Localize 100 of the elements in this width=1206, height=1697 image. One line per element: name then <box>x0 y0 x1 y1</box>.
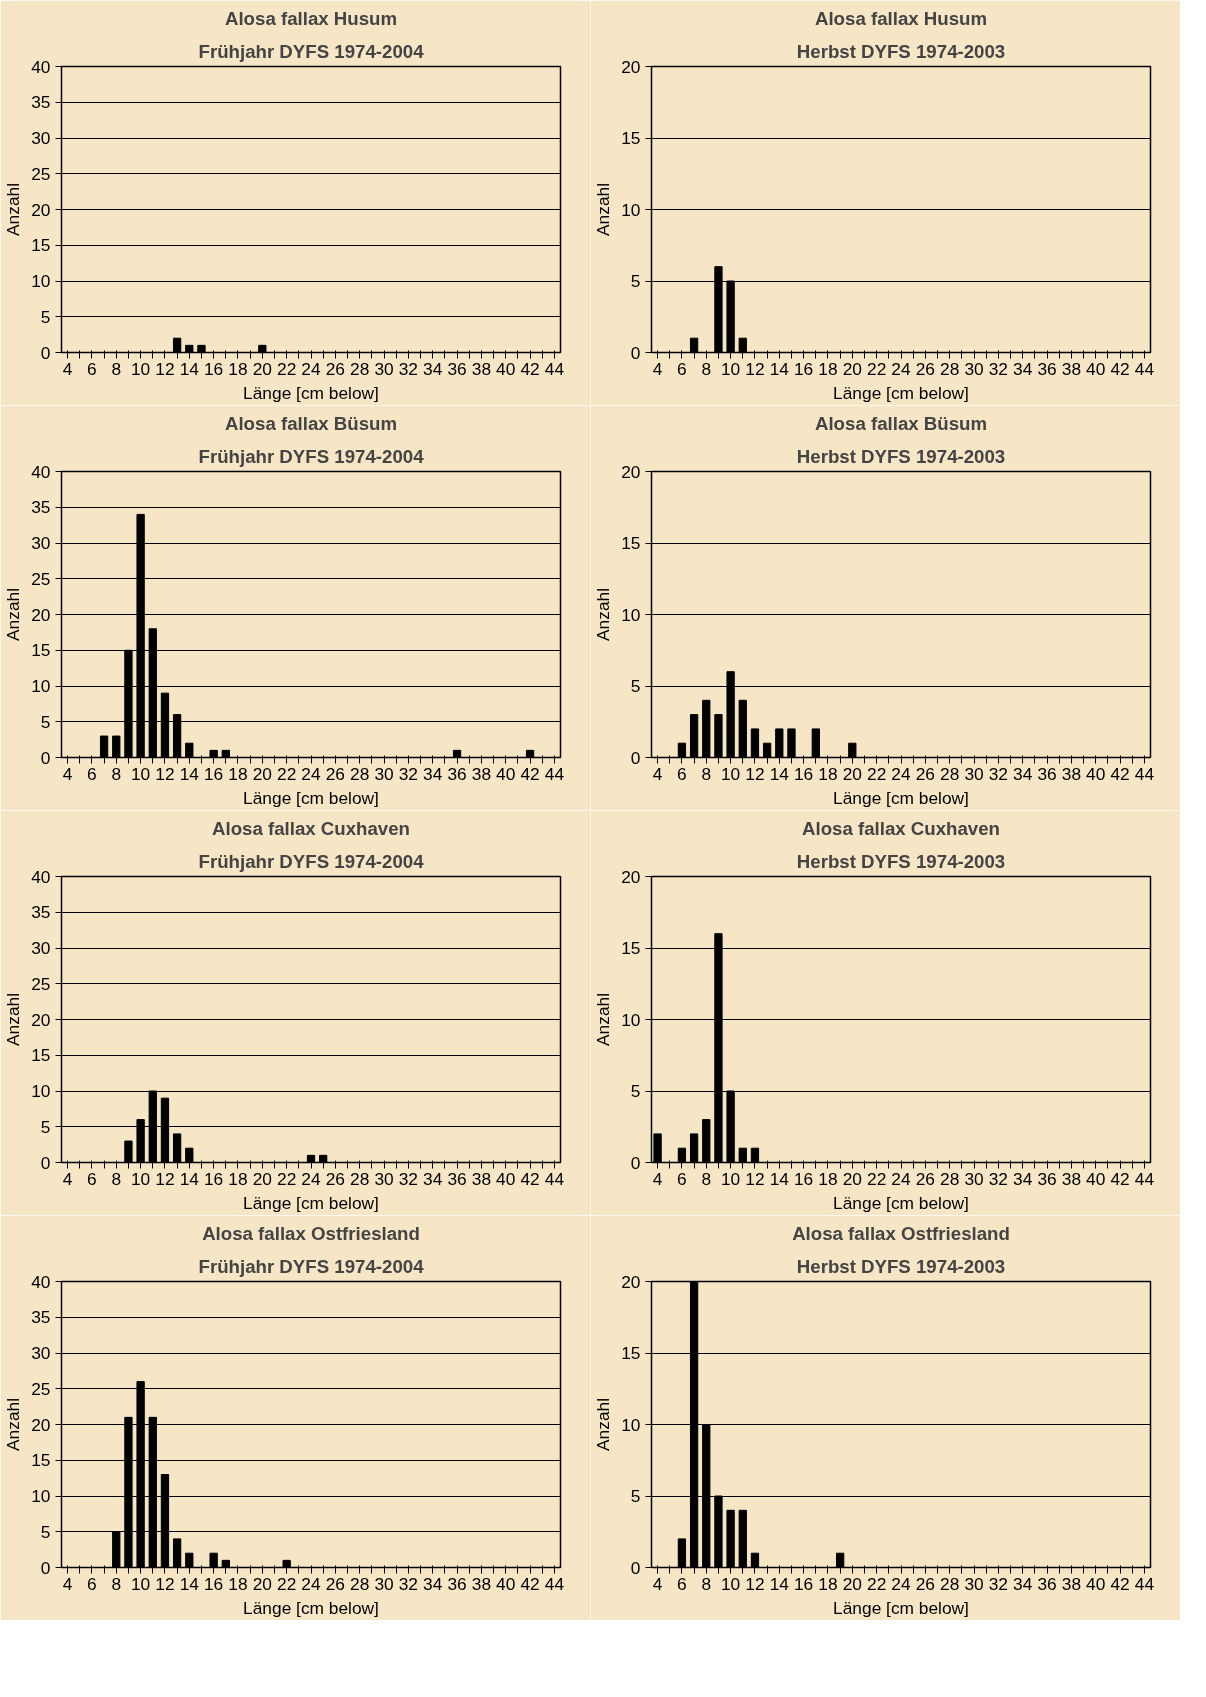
y-tick-label: 0 <box>630 342 641 363</box>
x-axis-title: Länge [cm below] <box>833 1192 969 1213</box>
x-axis-title: Länge [cm below] <box>833 1597 969 1618</box>
y-tick-label: 25 <box>31 1378 51 1399</box>
x-tick-label: 26 <box>325 358 345 379</box>
x-tick-label: 34 <box>1013 763 1033 784</box>
x-tick-label: 40 <box>496 1573 516 1594</box>
x-tick-label: 42 <box>520 1168 540 1189</box>
x-tick-label: 38 <box>1061 1168 1082 1189</box>
x-tick-label: 44 <box>544 1573 565 1594</box>
x-tick-label: 18 <box>818 763 838 784</box>
x-tick-label: 44 <box>1134 358 1155 379</box>
y-tick-label: 35 <box>31 497 51 518</box>
x-tick-label: 14 <box>769 358 790 379</box>
x-tick-label: 4 <box>652 763 663 784</box>
y-tick-label: 30 <box>31 533 51 553</box>
x-tick-label: 44 <box>1134 763 1155 784</box>
y-tick-label: 10 <box>621 1009 641 1030</box>
x-tick-label: 8 <box>701 358 712 379</box>
x-tick-label: 14 <box>179 763 200 784</box>
x-tick-label: 24 <box>301 358 321 379</box>
x-tick-label: 32 <box>988 358 1009 379</box>
x-tick-label: 16 <box>204 358 224 379</box>
x-tick-label: 10 <box>720 763 741 784</box>
x-tick-label: 38 <box>1061 1573 1082 1594</box>
x-tick-label: 36 <box>1037 763 1057 784</box>
x-tick-label: 14 <box>179 358 200 379</box>
x-tick-label: 36 <box>1037 358 1057 379</box>
y-tick-label: 15 <box>621 1343 641 1363</box>
x-tick-label: 8 <box>111 358 122 379</box>
x-tick-label: 30 <box>964 763 984 784</box>
x-tick-label: 28 <box>350 1573 370 1594</box>
x-tick-label: 26 <box>325 1573 345 1594</box>
x-tick-label: 8 <box>111 1168 122 1189</box>
x-tick-label: 30 <box>374 763 394 784</box>
chart-subtitle: Herbst DYFS 1974-2003 <box>796 445 1006 467</box>
x-tick-label: 18 <box>228 1168 248 1189</box>
x-tick-label: 34 <box>423 1573 443 1594</box>
x-tick-label: 8 <box>111 763 122 784</box>
x-tick-label: 30 <box>964 1573 984 1594</box>
x-tick-label: 38 <box>471 1168 492 1189</box>
y-tick-label: 30 <box>31 128 51 148</box>
chart-title: Alosa fallax Cuxhaven <box>211 817 411 839</box>
x-tick-label: 24 <box>301 763 321 784</box>
x-tick-label: 8 <box>701 763 712 784</box>
x-axis-title: Länge [cm below] <box>243 787 379 808</box>
y-tick-label: 15 <box>621 128 641 148</box>
x-tick-label: 26 <box>915 1573 935 1594</box>
x-tick-label: 18 <box>818 1573 838 1594</box>
y-tick-label: 20 <box>621 56 641 77</box>
x-tick-label: 26 <box>915 358 935 379</box>
x-tick-label: 18 <box>818 1168 838 1189</box>
x-tick-label: 12 <box>155 1573 175 1594</box>
y-tick-label: 5 <box>40 711 51 732</box>
x-tick-label: 28 <box>350 358 370 379</box>
y-tick-label: 20 <box>31 1009 51 1030</box>
x-tick-label: 32 <box>988 1573 1009 1594</box>
x-tick-label: 38 <box>1061 763 1082 784</box>
chart-subtitle: Herbst DYFS 1974-2003 <box>796 40 1006 62</box>
x-tick-label: 10 <box>720 1168 741 1189</box>
y-tick-label: 5 <box>630 676 641 696</box>
y-tick-label: 15 <box>31 235 51 256</box>
x-tick-label: 18 <box>228 1573 248 1594</box>
x-tick-label: 6 <box>87 1168 97 1189</box>
x-tick-label: 42 <box>1110 1168 1130 1189</box>
x-tick-label: 40 <box>1086 1168 1106 1189</box>
x-tick-label: 38 <box>471 1573 492 1594</box>
x-tick-label: 12 <box>745 1168 765 1189</box>
x-tick-label: 28 <box>940 1168 960 1189</box>
y-tick-label: 25 <box>31 163 51 184</box>
x-tick-label: 38 <box>1061 358 1082 379</box>
x-tick-label: 34 <box>423 1168 443 1189</box>
y-tick-label: 10 <box>621 1414 641 1435</box>
y-tick-label: 40 <box>31 1271 51 1292</box>
x-tick-label: 44 <box>1134 1168 1155 1189</box>
x-tick-label: 12 <box>155 1168 175 1189</box>
y-tick-label: 10 <box>31 271 51 291</box>
y-tick-label: 0 <box>40 342 51 363</box>
x-tick-label: 20 <box>842 358 862 379</box>
y-tick-label: 20 <box>31 604 51 625</box>
x-tick-label: 40 <box>1086 358 1106 379</box>
y-tick-label: 35 <box>31 92 51 113</box>
x-tick-label: 24 <box>301 1573 321 1594</box>
chart-title: Alosa fallax Büsum <box>814 412 988 434</box>
x-tick-label: 6 <box>677 1573 687 1594</box>
x-tick-label: 6 <box>87 763 97 784</box>
x-tick-label: 26 <box>915 763 935 784</box>
x-tick-label: 22 <box>277 1168 297 1189</box>
x-tick-label: 20 <box>252 1168 272 1189</box>
x-tick-label: 20 <box>842 1573 862 1594</box>
y-tick-label: 10 <box>31 676 51 696</box>
y-tick-label: 10 <box>31 1486 51 1506</box>
y-tick-label: 0 <box>40 747 51 768</box>
x-tick-label: 12 <box>155 763 175 784</box>
x-tick-label: 40 <box>496 1168 516 1189</box>
chart-title: Alosa fallax Büsum <box>224 412 398 434</box>
x-tick-label: 42 <box>1110 763 1130 784</box>
x-tick-label: 4 <box>652 1168 663 1189</box>
x-tick-label: 4 <box>62 1573 73 1594</box>
x-tick-label: 14 <box>769 763 790 784</box>
